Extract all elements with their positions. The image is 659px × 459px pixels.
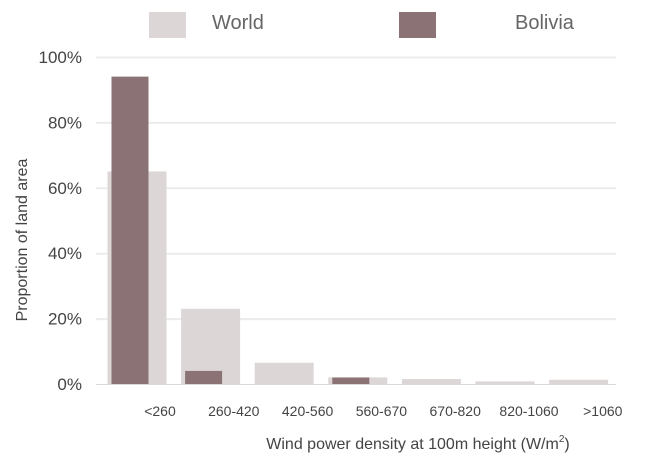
- x-axis-ticks: <260 260-420 420-560 560-670 670-820 820-1060…: [144, 403, 622, 419]
- x-tick-label: 670-820: [430, 403, 482, 419]
- y-tick-label: 0%: [57, 375, 82, 394]
- bar-bolivia: [185, 370, 223, 384]
- x-tick-label: 260-420: [208, 403, 260, 419]
- x-axis-title-superscript: 2: [559, 434, 565, 445]
- y-tick-label: 100%: [39, 48, 82, 67]
- y-axis-title: Proportion of land area: [14, 159, 31, 322]
- x-tick-label: 560-670: [356, 403, 408, 419]
- legend-label-bolivia: Bolivia: [515, 12, 575, 34]
- x-axis-title: Wind power density at 100m height (W/m2): [266, 434, 569, 453]
- y-tick-label: 60%: [48, 179, 82, 198]
- bar-world: [549, 379, 609, 384]
- y-tick-label: 20%: [48, 310, 82, 329]
- legend-swatch-world: [149, 12, 186, 38]
- bar-world: [475, 381, 535, 384]
- bar-world: [401, 379, 461, 384]
- bars: [107, 76, 609, 385]
- y-axis-ticks: 0% 20% 40% 60% 80% 100%: [39, 48, 82, 394]
- bar-world: [254, 362, 314, 384]
- x-axis-title-suffix: ): [564, 436, 569, 453]
- bar-bolivia: [111, 76, 149, 385]
- y-tick-label: 80%: [48, 113, 82, 132]
- x-axis-title-main: Wind power density at 100m height (W/m: [266, 436, 559, 453]
- legend-swatch-bolivia: [399, 12, 436, 38]
- legend-label-world: World: [212, 12, 264, 34]
- bar-bolivia: [332, 377, 370, 384]
- x-tick-label: 420-560: [282, 403, 334, 419]
- y-tick-label: 40%: [48, 244, 82, 263]
- x-tick-label: <260: [144, 403, 176, 419]
- legend: World Bolivia: [149, 12, 575, 38]
- gridlines: [96, 56, 616, 321]
- x-tick-label: 820-1060: [499, 403, 558, 419]
- x-tick-label: >1060: [583, 403, 623, 419]
